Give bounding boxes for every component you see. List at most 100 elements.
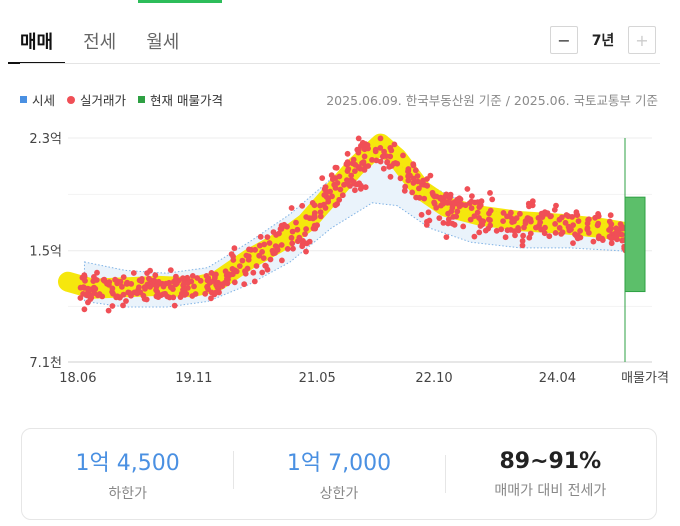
- legend-square-icon: [20, 96, 27, 103]
- transaction-point: [77, 295, 84, 301]
- transaction-point: [192, 291, 199, 297]
- transaction-point: [356, 180, 363, 187]
- transaction-point: [565, 223, 572, 230]
- transaction-point: [349, 160, 356, 167]
- transaction-point: [242, 270, 249, 277]
- transaction-point: [274, 247, 281, 253]
- transaction-point: [433, 204, 440, 211]
- transaction-point: [606, 218, 613, 225]
- transaction-point: [171, 302, 178, 309]
- transaction-point: [573, 211, 580, 218]
- tab-monthly-rent[interactable]: 월세: [146, 32, 180, 53]
- transaction-point: [400, 152, 406, 159]
- transaction-point: [410, 175, 417, 182]
- transaction-point: [130, 270, 137, 276]
- transaction-point: [548, 213, 554, 219]
- transaction-point: [319, 175, 326, 181]
- transaction-point: [141, 284, 148, 290]
- transaction-point: [362, 184, 369, 191]
- transaction-point: [412, 167, 419, 174]
- transaction-point: [327, 188, 333, 195]
- transaction-point: [246, 246, 252, 253]
- transaction-point: [120, 274, 127, 280]
- transaction-point: [454, 196, 460, 203]
- transaction-point: [256, 242, 263, 249]
- transaction-point: [570, 222, 576, 228]
- transaction-point: [145, 275, 152, 282]
- transaction-point: [191, 283, 197, 290]
- transaction-point: [92, 286, 98, 292]
- transaction-point: [136, 284, 142, 291]
- summary-value: 1억 4,500: [75, 451, 180, 476]
- transaction-point: [303, 248, 309, 255]
- price-summary-panel: 1억 4,500 하한가 1억 7,000 상한가 89~91% 매매가 대비 …: [21, 428, 657, 520]
- legend-item-market-price: 시세: [20, 90, 55, 109]
- transaction-point: [120, 302, 126, 309]
- transaction-point: [520, 232, 526, 239]
- transaction-point: [250, 269, 257, 276]
- transaction-point: [418, 211, 425, 218]
- transaction-point: [409, 189, 416, 196]
- transaction-point: [387, 153, 394, 160]
- summary-label: 상한가: [319, 486, 359, 502]
- transaction-point: [373, 157, 380, 164]
- transaction-point: [244, 265, 251, 272]
- transaction-point: [522, 220, 529, 227]
- transaction-point: [347, 183, 353, 189]
- legend-dot-icon: [67, 95, 76, 104]
- transaction-point: [222, 279, 228, 286]
- transaction-point: [476, 229, 483, 236]
- top-accent-bar: [138, 0, 222, 3]
- transaction-point: [91, 274, 97, 280]
- transaction-point: [299, 202, 306, 209]
- transaction-point: [106, 281, 112, 288]
- transaction-point: [252, 246, 258, 253]
- transaction-point: [607, 212, 614, 219]
- period-increase-button[interactable]: +: [628, 26, 656, 54]
- tab-jeonse[interactable]: 전세: [83, 32, 117, 53]
- transaction-point: [245, 256, 252, 263]
- transaction-point: [299, 243, 306, 250]
- transaction-point: [553, 202, 559, 209]
- transaction-point: [261, 241, 268, 248]
- transaction-point: [185, 285, 191, 291]
- transaction-point: [414, 178, 421, 185]
- transaction-point: [151, 277, 158, 284]
- transaction-point: [303, 226, 309, 232]
- legend-square-icon: [138, 96, 146, 103]
- transaction-point: [362, 163, 369, 170]
- transaction-point: [449, 220, 456, 227]
- transaction-point: [202, 290, 209, 297]
- transaction-point: [485, 225, 492, 232]
- transaction-point: [535, 215, 542, 221]
- transaction-point: [231, 245, 238, 252]
- tab-sale[interactable]: 매매: [8, 14, 66, 64]
- transaction-point: [289, 240, 296, 247]
- transaction-point: [194, 275, 201, 281]
- transaction-point: [276, 230, 282, 237]
- transaction-point: [437, 194, 444, 201]
- transaction-point: [339, 192, 346, 199]
- transaction-point: [377, 135, 384, 142]
- transaction-point: [325, 198, 332, 205]
- transaction-point: [331, 181, 338, 188]
- transaction-point: [586, 230, 592, 236]
- transaction-point: [511, 218, 517, 225]
- transaction-point: [478, 198, 485, 205]
- transaction-point: [527, 230, 534, 237]
- transaction-point: [559, 214, 565, 221]
- transaction-point: [575, 218, 582, 224]
- transaction-point: [563, 212, 570, 218]
- transaction-point: [284, 246, 291, 252]
- transaction-point: [119, 283, 125, 290]
- period-decrease-button[interactable]: −: [550, 26, 578, 54]
- transaction-point: [350, 179, 357, 185]
- transaction-point: [288, 234, 295, 241]
- transaction-point: [112, 276, 118, 283]
- transaction-point: [517, 210, 523, 217]
- data-source-note: 2025.06.09. 한국부동산원 기준 / 2025.06. 국토교통부 기…: [326, 93, 658, 108]
- transaction-point: [493, 227, 500, 234]
- summary-label: 매매가 대비 전세가: [494, 482, 607, 499]
- transaction-point: [167, 284, 174, 290]
